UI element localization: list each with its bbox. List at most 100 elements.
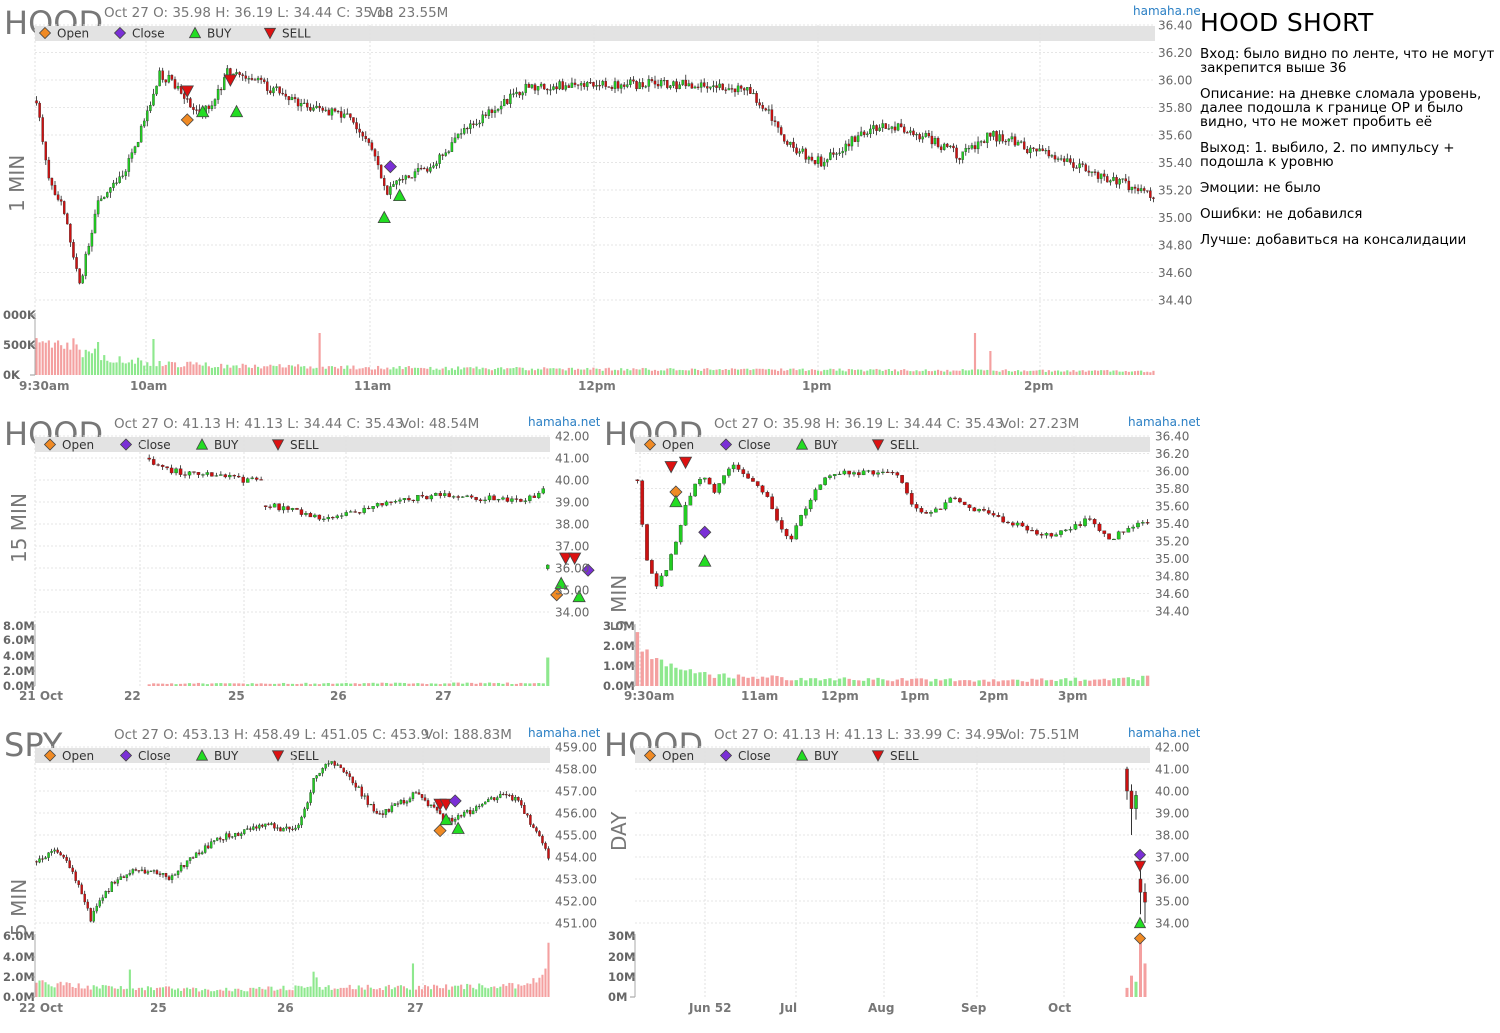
candle-body xyxy=(1125,768,1129,792)
time-tick-label: Jul xyxy=(779,1001,797,1015)
buy-legend-icon xyxy=(195,749,209,761)
volume-bar xyxy=(484,987,487,997)
time-tick-label: 26 xyxy=(330,689,347,703)
price-tick-label: 39.00 xyxy=(1155,807,1189,821)
volume-bar xyxy=(264,683,268,686)
hood-1min-chart[interactable]: HOOD Oct 27 O: 35.98 H: 36.19 L: 34.44 C… xyxy=(0,0,1200,398)
candle-body xyxy=(919,508,924,513)
volume-bar xyxy=(475,366,478,375)
candle-body xyxy=(387,809,391,812)
price-tick-label: 454.00 xyxy=(555,851,597,865)
candle-body xyxy=(313,514,317,518)
volume-bar xyxy=(1140,370,1143,375)
candle-body xyxy=(693,86,697,89)
hood-day-chart[interactable]: HOOD Oct 27 O: 41.13 H: 41.13 L: 33.99 C… xyxy=(600,721,1200,1033)
legend-band xyxy=(35,437,550,452)
volume-bar xyxy=(322,683,326,686)
candle-body xyxy=(641,82,644,88)
ohlc-header: Oct 27 O: 35.98 H: 36.19 L: 34.44 C: 35.… xyxy=(104,5,393,21)
volume-bar xyxy=(454,985,457,997)
candle-body xyxy=(327,109,331,116)
candle-body xyxy=(223,77,226,91)
volume-bar xyxy=(995,370,998,375)
candle-body xyxy=(505,497,510,502)
volume-bar xyxy=(351,989,354,997)
candle-body xyxy=(541,488,545,494)
candle-body xyxy=(288,826,291,830)
candle-body xyxy=(78,268,81,284)
volume-bar xyxy=(1143,963,1147,997)
volume-bar xyxy=(660,370,663,375)
candle-body xyxy=(813,489,818,501)
candle-body xyxy=(794,525,799,540)
candle-body xyxy=(321,107,324,111)
candle-body xyxy=(1056,158,1060,160)
volume-bar xyxy=(632,368,635,375)
candle-body xyxy=(604,81,607,87)
candle-body xyxy=(434,493,438,496)
volume-bar xyxy=(905,680,909,686)
volume-bar xyxy=(250,368,253,375)
volume-bar xyxy=(104,985,107,997)
candle-body xyxy=(366,507,371,510)
volume-bar xyxy=(420,989,424,997)
volume-bar xyxy=(777,370,780,375)
notes-better: Лучше: добавиться на консалидации xyxy=(1200,232,1467,248)
candle-body xyxy=(638,82,641,90)
legend-label-open: Open xyxy=(57,27,89,41)
volume-bar xyxy=(336,988,339,997)
volume-bar xyxy=(666,368,669,375)
timeframe-label: 5 MIN xyxy=(607,575,631,632)
ohlc-header: Oct 27 O: 453.13 H: 458.49 L: 451.05 C: … xyxy=(114,727,429,743)
volume-bar xyxy=(180,990,183,997)
volume-bar xyxy=(116,988,119,997)
candle-body xyxy=(779,127,783,135)
volume-bar xyxy=(250,683,254,686)
volume-bar xyxy=(986,369,989,375)
candle-body xyxy=(749,87,752,94)
candle-body xyxy=(383,178,386,186)
candle-body xyxy=(1107,533,1111,540)
candle-body xyxy=(530,84,534,88)
legend-label-close: Close xyxy=(738,749,771,763)
volume-bar xyxy=(746,368,749,375)
volume-bar xyxy=(1145,675,1150,686)
hood-5min-chart[interactable]: HOOD Oct 27 O: 35.98 H: 36.19 L: 34.44 C… xyxy=(600,410,1200,710)
legend-item-sell: SELL xyxy=(871,749,919,763)
volume-bar xyxy=(367,683,371,686)
volume-bar xyxy=(425,684,429,686)
volume-bar xyxy=(240,989,243,997)
hood-15min-chart[interactable]: HOOD Oct 27 O: 41.13 H: 41.13 L: 34.44 C… xyxy=(0,410,600,710)
volume-bar xyxy=(349,368,352,375)
candle-body xyxy=(115,182,118,184)
volume-bar xyxy=(490,986,493,997)
spy-5min-chart[interactable]: SPY Oct 27 O: 453.13 H: 458.49 L: 451.05… xyxy=(0,721,600,1033)
volume-bar xyxy=(1035,370,1038,375)
time-tick-label: Oct xyxy=(1048,1001,1071,1015)
volume-bar xyxy=(780,368,783,375)
volume-bar xyxy=(86,985,89,997)
volume-bar xyxy=(526,983,529,997)
volume-tick-label: 4.0M xyxy=(3,950,35,964)
volume-bar xyxy=(869,369,872,375)
candle-body xyxy=(119,876,123,880)
candle-body xyxy=(330,761,333,764)
volume-bar xyxy=(493,369,497,375)
candle-body xyxy=(644,86,647,88)
trade-marker-buy xyxy=(377,210,391,224)
volume-bar xyxy=(871,679,875,686)
volume-bar xyxy=(881,371,884,375)
candle-body xyxy=(875,125,878,131)
volume-bar xyxy=(127,362,130,375)
volume-bar xyxy=(452,682,456,686)
volume-bar xyxy=(924,369,927,375)
candle-body xyxy=(212,840,216,842)
volume-bar xyxy=(303,987,306,997)
volume-bar xyxy=(89,989,92,997)
candle-body xyxy=(339,111,343,118)
time-tick-label: 25 xyxy=(150,1001,167,1015)
candle-body xyxy=(952,145,955,149)
candle-body xyxy=(998,134,1001,142)
volume-bar xyxy=(1068,680,1073,686)
volume-bar xyxy=(291,990,294,997)
